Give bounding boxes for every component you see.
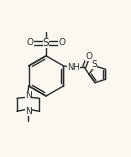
Text: S: S xyxy=(43,38,49,48)
Text: N: N xyxy=(25,107,31,116)
Text: O: O xyxy=(27,38,34,47)
Text: O: O xyxy=(58,38,65,47)
Text: NH: NH xyxy=(67,63,80,72)
Text: O: O xyxy=(85,52,92,61)
Text: N: N xyxy=(25,91,31,100)
Text: S: S xyxy=(92,60,97,69)
